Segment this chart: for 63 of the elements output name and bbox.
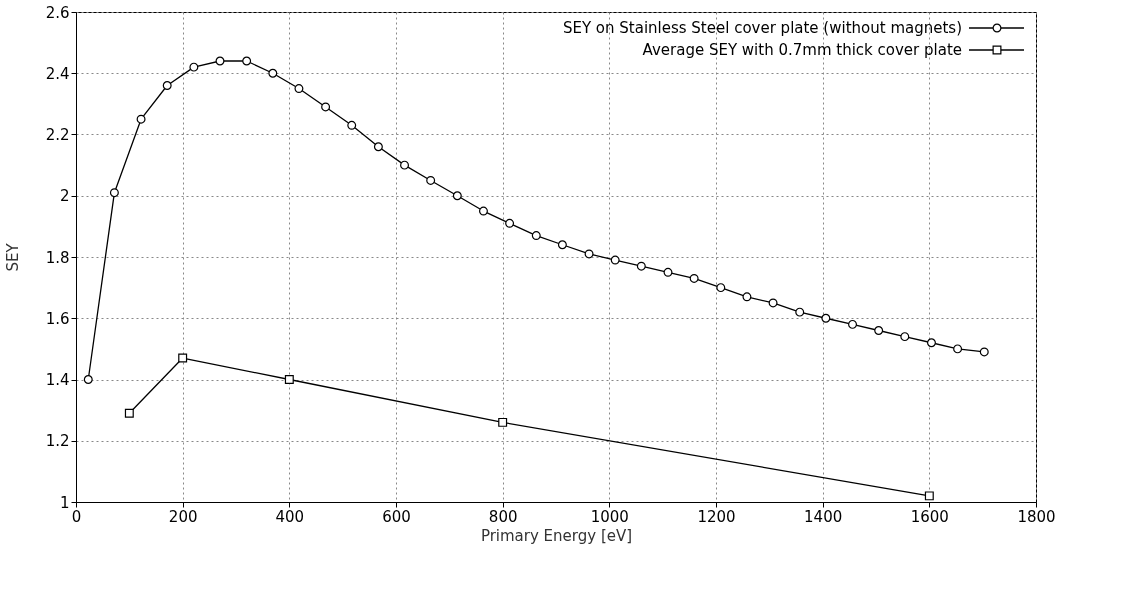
point bbox=[426, 175, 436, 185]
x-tick-label: 1000 bbox=[590, 507, 629, 526]
point bbox=[373, 142, 383, 152]
point bbox=[268, 68, 278, 78]
point bbox=[452, 191, 462, 201]
point bbox=[162, 81, 172, 90]
point bbox=[400, 160, 410, 170]
point bbox=[109, 188, 119, 198]
point bbox=[557, 240, 567, 250]
legend-label: SEY on Stainless Steel cover plate (without magnets) bbox=[562, 19, 962, 37]
point bbox=[347, 120, 357, 130]
point bbox=[848, 319, 858, 329]
y-tick-label: 1.2 bbox=[45, 432, 70, 451]
x-tick-label: 400 bbox=[275, 507, 305, 526]
point bbox=[321, 102, 331, 112]
point bbox=[663, 267, 673, 277]
point bbox=[953, 344, 963, 354]
point bbox=[821, 313, 831, 323]
point bbox=[178, 353, 188, 363]
legend-label: Average SEY with 0.7mm thick cover plate bbox=[642, 41, 962, 59]
y-tick-label: 2.4 bbox=[45, 64, 70, 83]
x-tick-label: 1600 bbox=[910, 507, 949, 526]
x-tick-label: 200 bbox=[168, 507, 198, 526]
x-tick-label: 0 bbox=[71, 507, 82, 526]
point bbox=[874, 326, 884, 335]
point bbox=[478, 206, 488, 216]
y-tick-label: 1.6 bbox=[45, 309, 70, 328]
y-tick-label: 1.4 bbox=[45, 371, 70, 389]
point bbox=[900, 332, 910, 342]
point bbox=[83, 375, 93, 384]
point bbox=[242, 56, 252, 66]
x-tick-label: 600 bbox=[382, 507, 411, 526]
point bbox=[284, 375, 294, 384]
point bbox=[742, 292, 752, 302]
x-tick-label: 1800 bbox=[1017, 507, 1056, 526]
point bbox=[215, 56, 225, 66]
point bbox=[689, 273, 699, 283]
x-tick-label: 1200 bbox=[697, 507, 736, 526]
y-tick-label: 2 bbox=[59, 187, 70, 206]
point bbox=[531, 231, 541, 241]
point bbox=[124, 408, 134, 418]
y-tick-label: 1 bbox=[59, 493, 70, 512]
point bbox=[584, 249, 594, 259]
point bbox=[294, 84, 304, 94]
point bbox=[189, 62, 199, 72]
point bbox=[636, 261, 646, 271]
point bbox=[924, 491, 934, 501]
point bbox=[926, 338, 936, 348]
x-tick-label: 800 bbox=[488, 507, 518, 526]
x-tick-label: 1400 bbox=[804, 507, 843, 526]
point bbox=[498, 417, 508, 427]
point bbox=[136, 114, 146, 124]
y-tick-label: 2.6 bbox=[45, 3, 70, 22]
point bbox=[768, 298, 778, 308]
point bbox=[610, 255, 620, 265]
point bbox=[795, 307, 805, 317]
y-tick-label: 2.2 bbox=[45, 126, 70, 144]
y-axis-title: SEY bbox=[3, 242, 22, 272]
y-tick-label: 1.8 bbox=[45, 248, 70, 267]
point bbox=[505, 218, 515, 228]
point bbox=[979, 347, 989, 357]
point bbox=[716, 283, 726, 293]
x-axis-title: Primary Energy [eV] bbox=[480, 526, 633, 545]
